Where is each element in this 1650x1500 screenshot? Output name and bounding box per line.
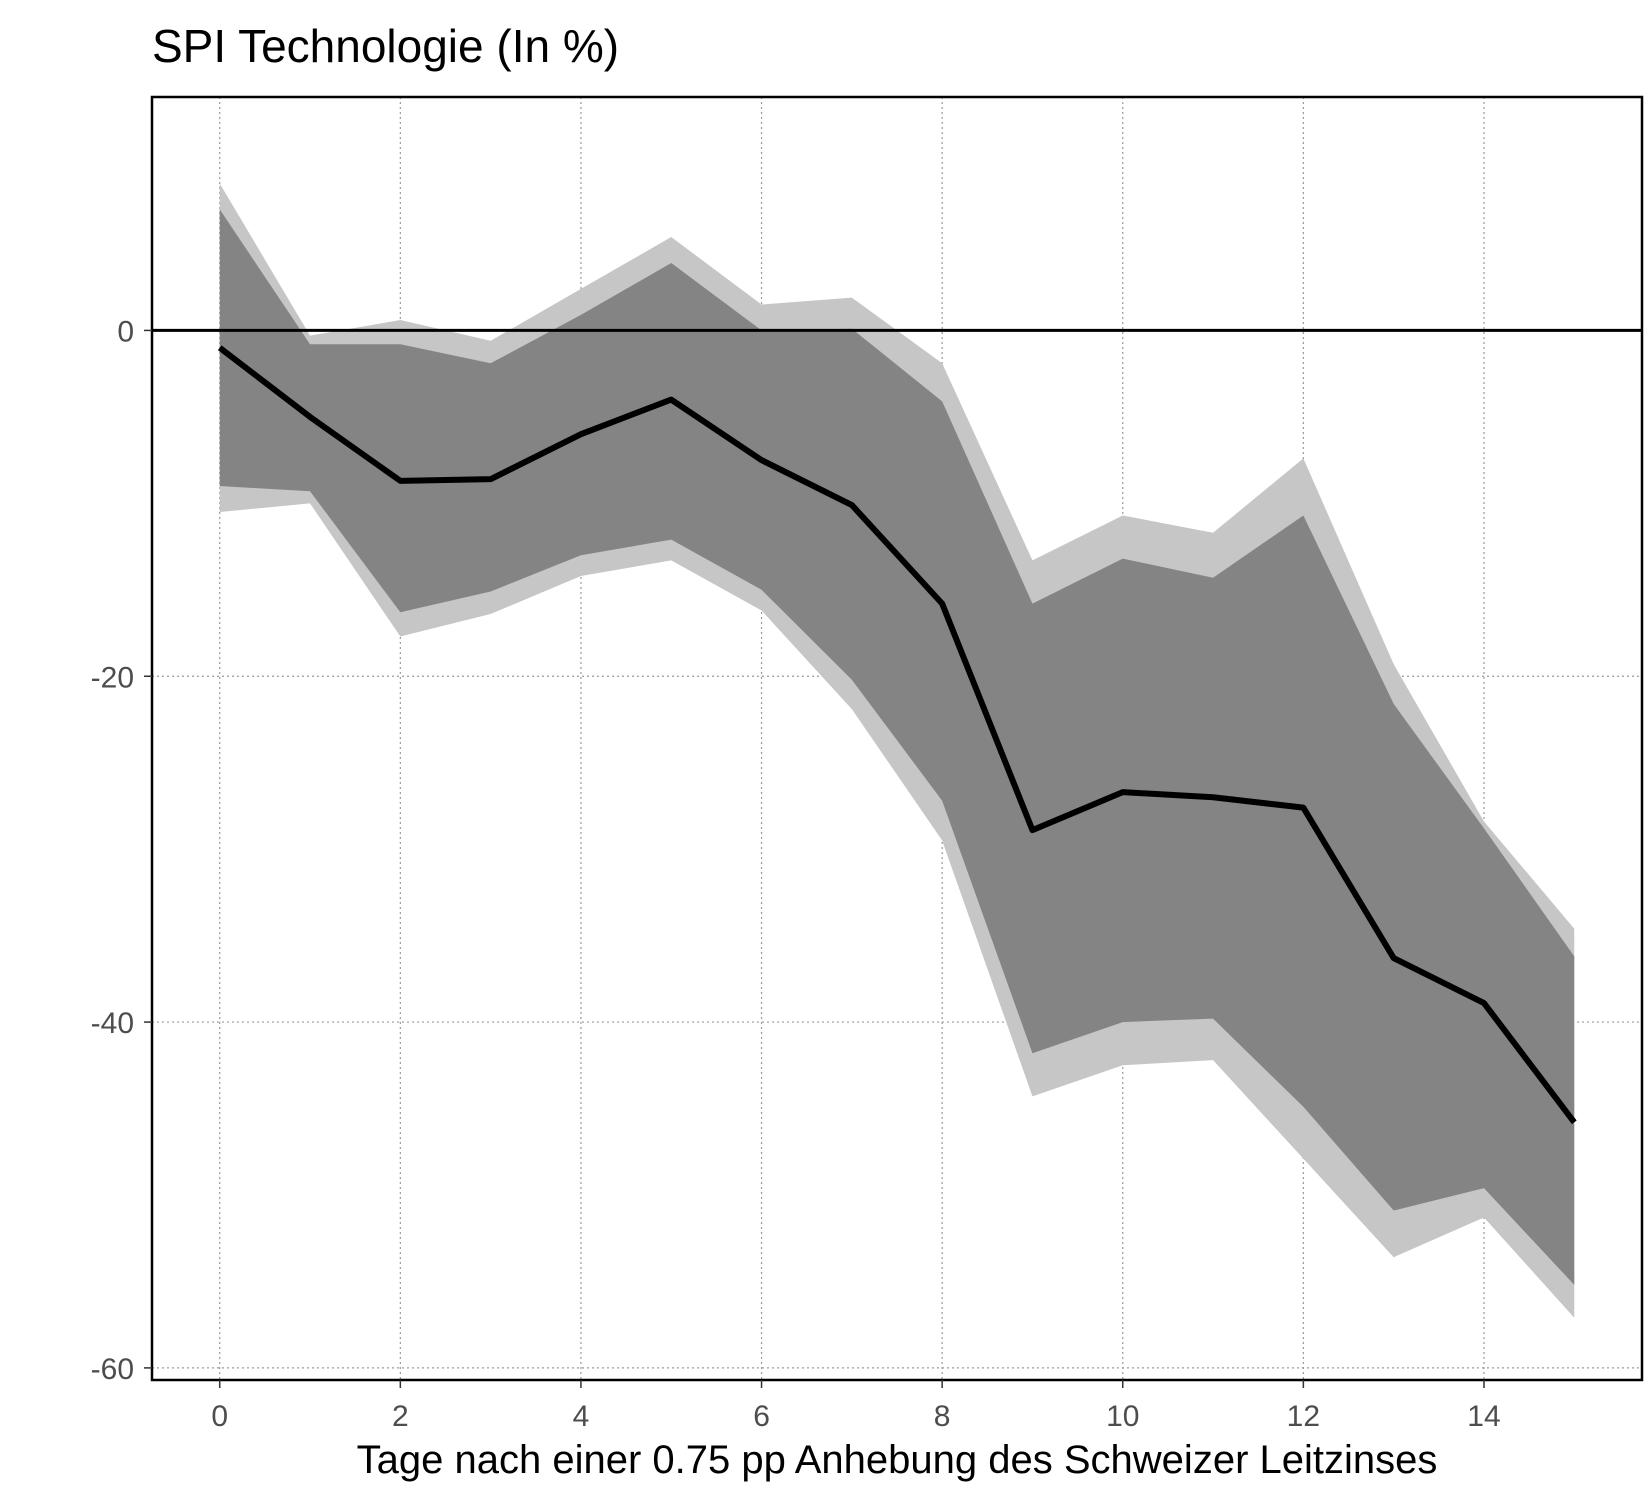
y-tick-label: -60 xyxy=(91,1353,134,1386)
confidence-bands xyxy=(219,183,1575,1318)
x-tick-label: 12 xyxy=(1287,1400,1320,1433)
x-tick-label: 10 xyxy=(1106,1400,1139,1433)
plot-frame xyxy=(150,95,1644,1382)
x-tick-label: 8 xyxy=(934,1400,951,1433)
y-tick-label: -40 xyxy=(91,1007,134,1040)
x-tick-label: 0 xyxy=(211,1400,228,1433)
y-tick-label: -20 xyxy=(91,661,134,694)
axis-ticks: 0 2 4 6 8 10 12 14 0 -20 -40 -60 xyxy=(91,315,1501,1433)
x-tick-label: 4 xyxy=(573,1400,590,1433)
x-tick-label: 2 xyxy=(392,1400,409,1433)
x-tick-label: 6 xyxy=(753,1400,770,1433)
impulse-response-line xyxy=(217,345,1577,1125)
series-line-0 xyxy=(217,345,1577,1125)
x-tick-label: 14 xyxy=(1467,1400,1500,1433)
x-axis-label: Tage nach einer 0.75 pp Anhebung des Sch… xyxy=(357,1438,1438,1482)
chart-title: SPI Technologie (In %) xyxy=(152,20,619,72)
inner-confidence-band xyxy=(219,209,1575,1285)
y-tick-label: 0 xyxy=(117,315,134,348)
